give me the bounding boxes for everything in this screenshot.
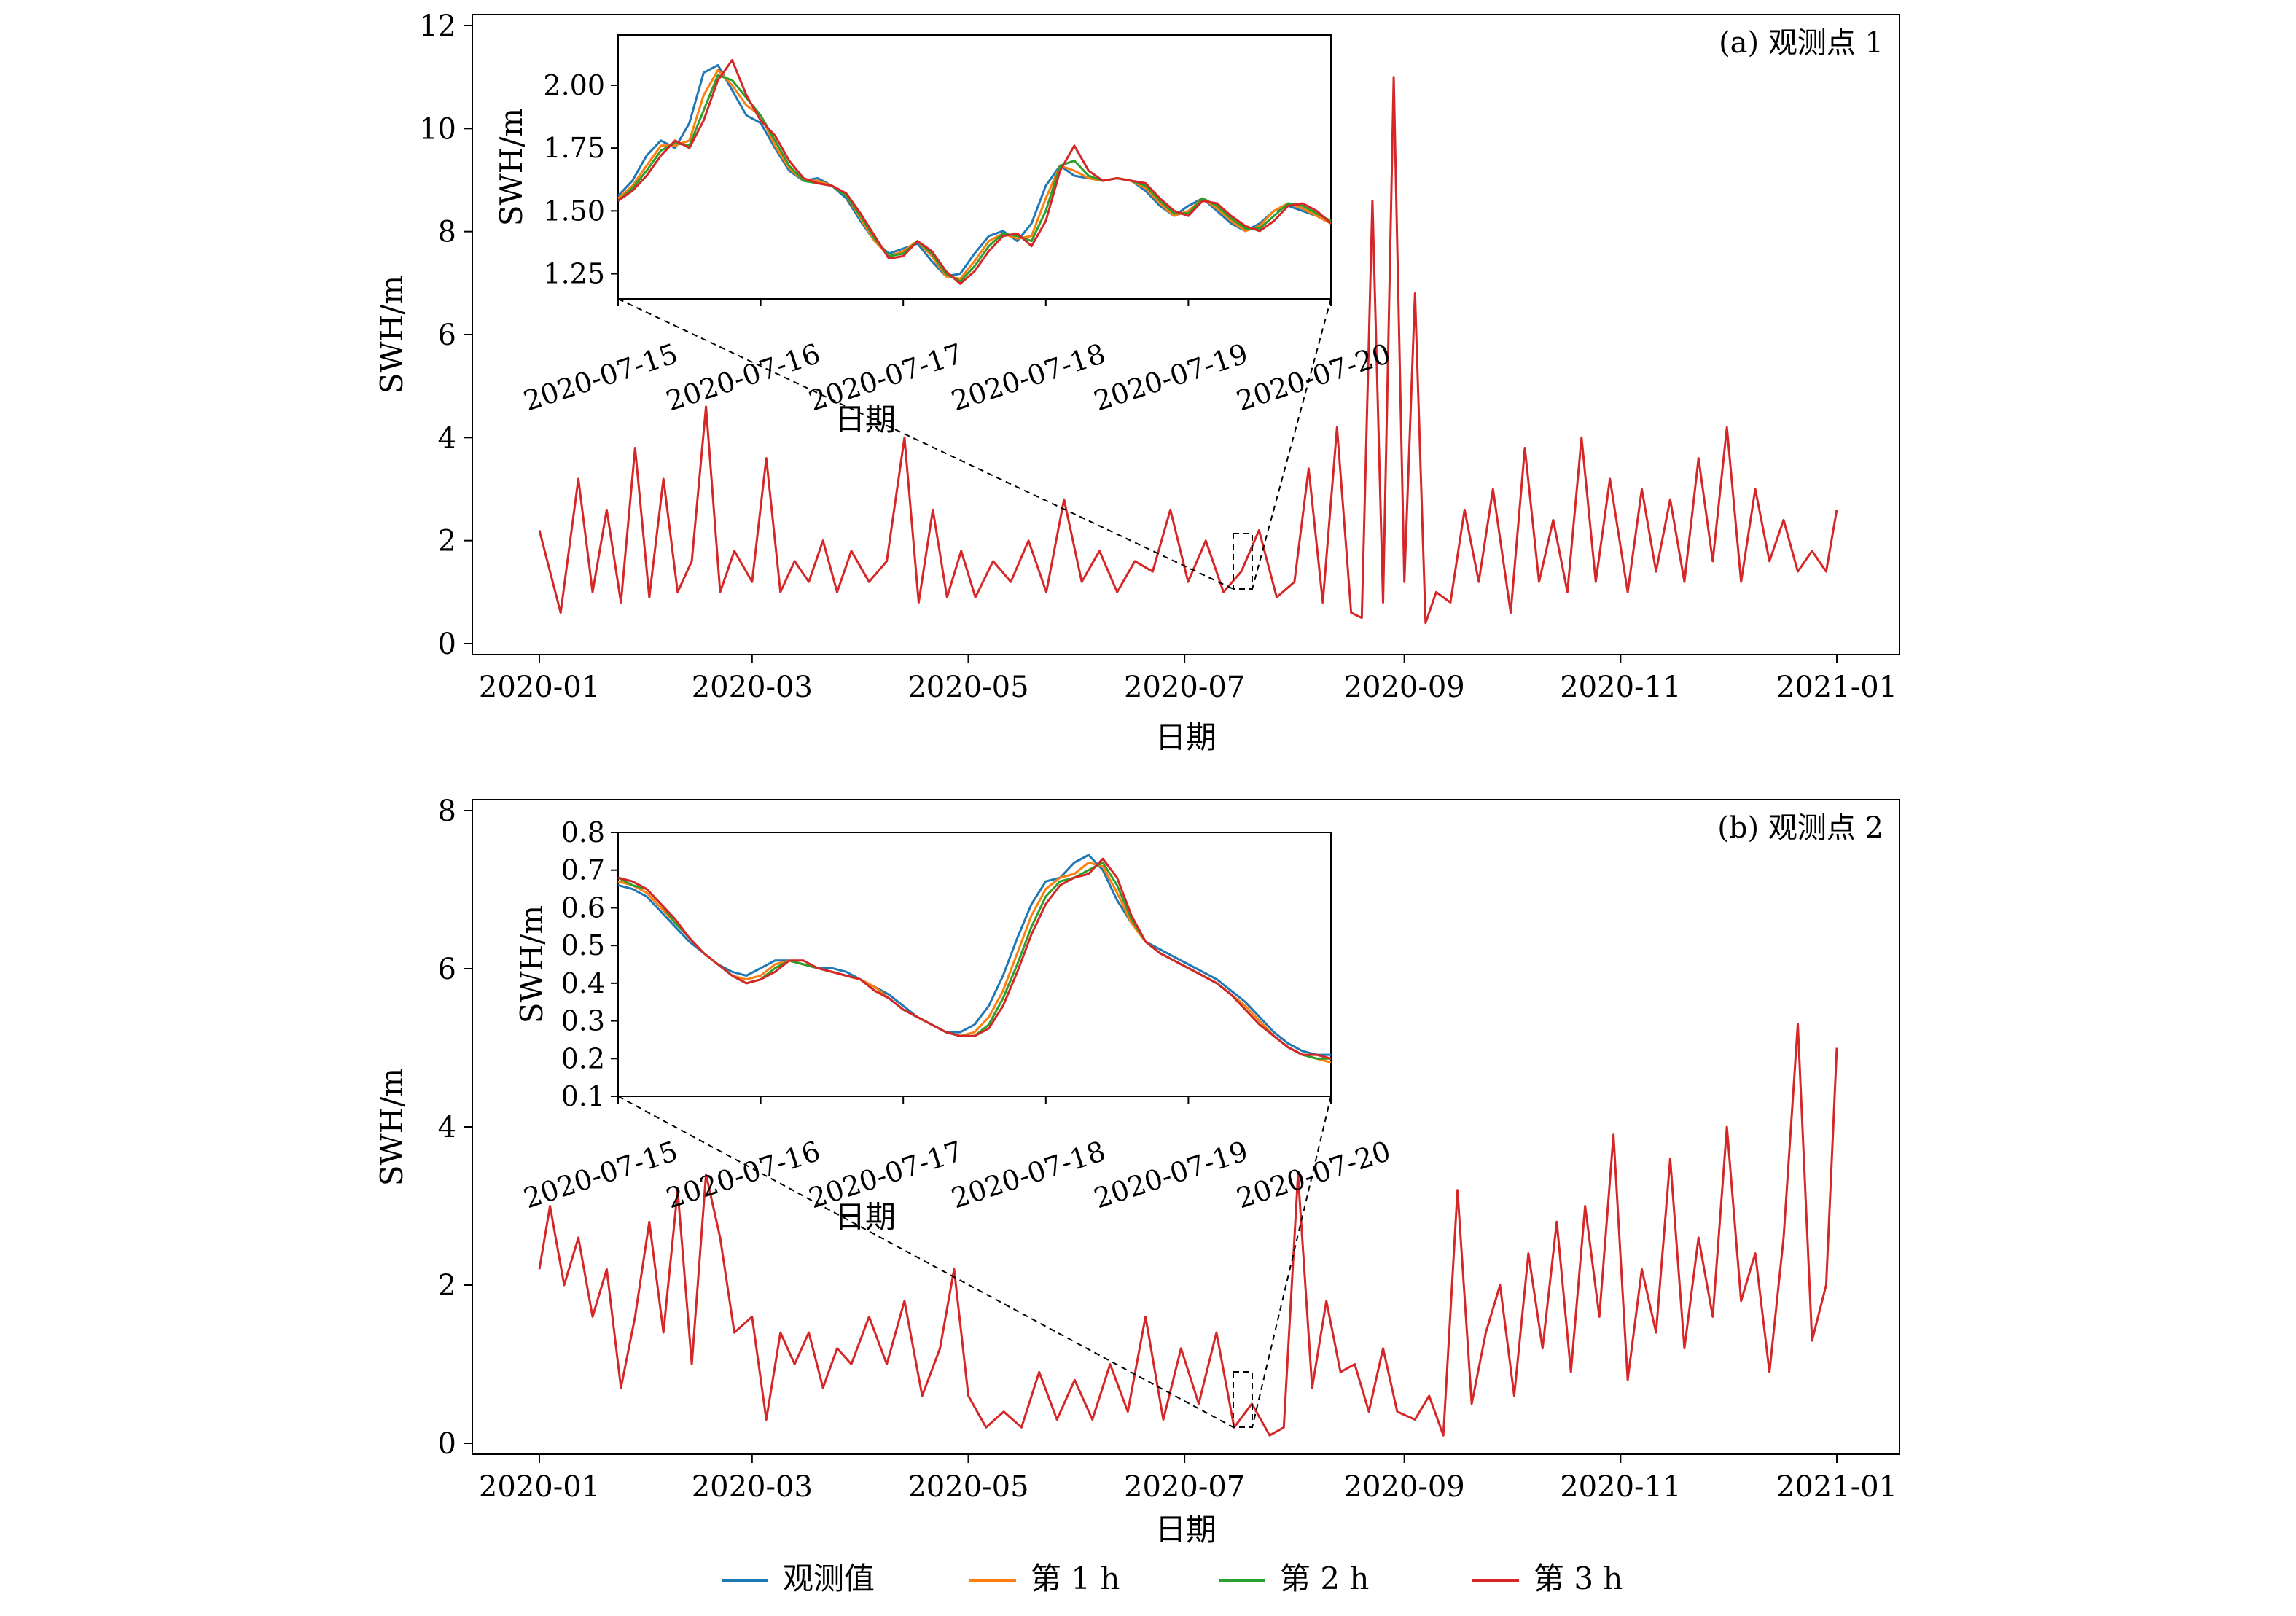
zoom-connector-left <box>617 1096 1234 1428</box>
x-tick-label: 2020-11 <box>1560 671 1681 704</box>
zoom-box <box>1233 1371 1253 1428</box>
panel-label: (b) 观测点 2 <box>1717 811 1883 845</box>
inset-y-tick-label: 1.50 <box>543 195 605 227</box>
legend-label: 第 1 h <box>1031 1561 1120 1596</box>
inset-y-tick-label: 0.1 <box>561 1080 605 1112</box>
x-tick-label: 2020-01 <box>479 671 600 704</box>
legend-label: 第 3 h <box>1534 1561 1623 1596</box>
x-tick-label: 2020-03 <box>692 671 813 704</box>
zoom-connector-left <box>617 298 1234 590</box>
x-tick-label: 2020-07 <box>1124 671 1245 704</box>
x-tick-label: 2020-05 <box>907 671 1028 704</box>
inset-y-axis-title: SWH/m <box>514 905 550 1024</box>
y-tick-label: 4 <box>438 1111 456 1144</box>
x-tick-label: 2021-01 <box>1776 1470 1897 1504</box>
inset-x-axis-title: 日期 <box>835 1199 896 1235</box>
inset-y-tick-label: 0.6 <box>561 891 605 924</box>
inset-series-line <box>617 854 1331 1056</box>
inset-y-tick-label: 0.7 <box>561 854 605 886</box>
x-tick-label: 2021-01 <box>1776 671 1897 704</box>
inset-y-tick-label: 0.5 <box>561 929 605 961</box>
zoom-connector-right <box>1252 298 1332 590</box>
y-axis-title: SWH/m <box>374 276 410 394</box>
inset-series-line <box>617 69 1332 280</box>
y-tick-label: 4 <box>438 421 456 455</box>
y-tick-label: 6 <box>438 953 456 986</box>
x-tick-label: 2020-11 <box>1560 1470 1681 1504</box>
inset-series-line <box>617 857 1332 1060</box>
inset-frame <box>617 34 1332 300</box>
y-tick-label: 2 <box>438 525 456 558</box>
inset-y-tick-label: 0.2 <box>561 1042 605 1074</box>
inset-frame <box>617 832 1332 1097</box>
y-tick-label: 8 <box>438 216 456 249</box>
legend: 观测值 第 1 h 第 2 h 第 3 h <box>722 1561 1623 1596</box>
x-tick-label: 2020-09 <box>1344 671 1465 704</box>
inset-series-line <box>617 63 1332 278</box>
zoom-connector-right <box>1252 1096 1332 1428</box>
y-tick-label: 6 <box>438 319 456 352</box>
inset-y-tick-label: 0.3 <box>561 1005 605 1037</box>
inset-y-tick-label: 0.8 <box>561 816 605 848</box>
zoom-box <box>1233 533 1253 590</box>
inset-y-tick-label: 0.4 <box>561 967 605 999</box>
panel-label: (a) 观测点 1 <box>1719 26 1883 60</box>
inset-y-tick-label: 1.75 <box>543 132 605 164</box>
legend-label: 观测值 <box>783 1561 875 1596</box>
series-line-main <box>538 76 1838 625</box>
y-tick-label: 0 <box>438 628 456 661</box>
x-axis-title: 日期 <box>1155 719 1217 755</box>
y-tick-label: 8 <box>438 795 456 828</box>
legend-label: 第 2 h <box>1280 1561 1369 1596</box>
y-tick-label: 12 <box>419 9 456 43</box>
y-tick-label: 2 <box>438 1269 456 1303</box>
inset-x-axis-title: 日期 <box>835 402 896 437</box>
y-tick-label: 10 <box>419 112 456 146</box>
x-axis-title: 日期 <box>1155 1512 1217 1547</box>
y-tick-label: 0 <box>438 1427 456 1461</box>
inset-y-tick-label: 1.25 <box>543 258 605 290</box>
x-tick-label: 2020-03 <box>692 1470 813 1504</box>
x-tick-label: 2020-01 <box>479 1470 600 1504</box>
x-tick-label: 2020-09 <box>1344 1470 1465 1504</box>
series-line-main <box>538 1023 1838 1437</box>
y-axis-title: SWH/m <box>374 1068 410 1187</box>
inset-y-tick-label: 2.00 <box>543 69 605 101</box>
inset-series-line <box>617 59 1332 285</box>
x-tick-label: 2020-05 <box>907 1470 1028 1504</box>
x-tick-label: 2020-07 <box>1124 1470 1245 1504</box>
inset-y-axis-title: SWH/m <box>493 108 529 227</box>
